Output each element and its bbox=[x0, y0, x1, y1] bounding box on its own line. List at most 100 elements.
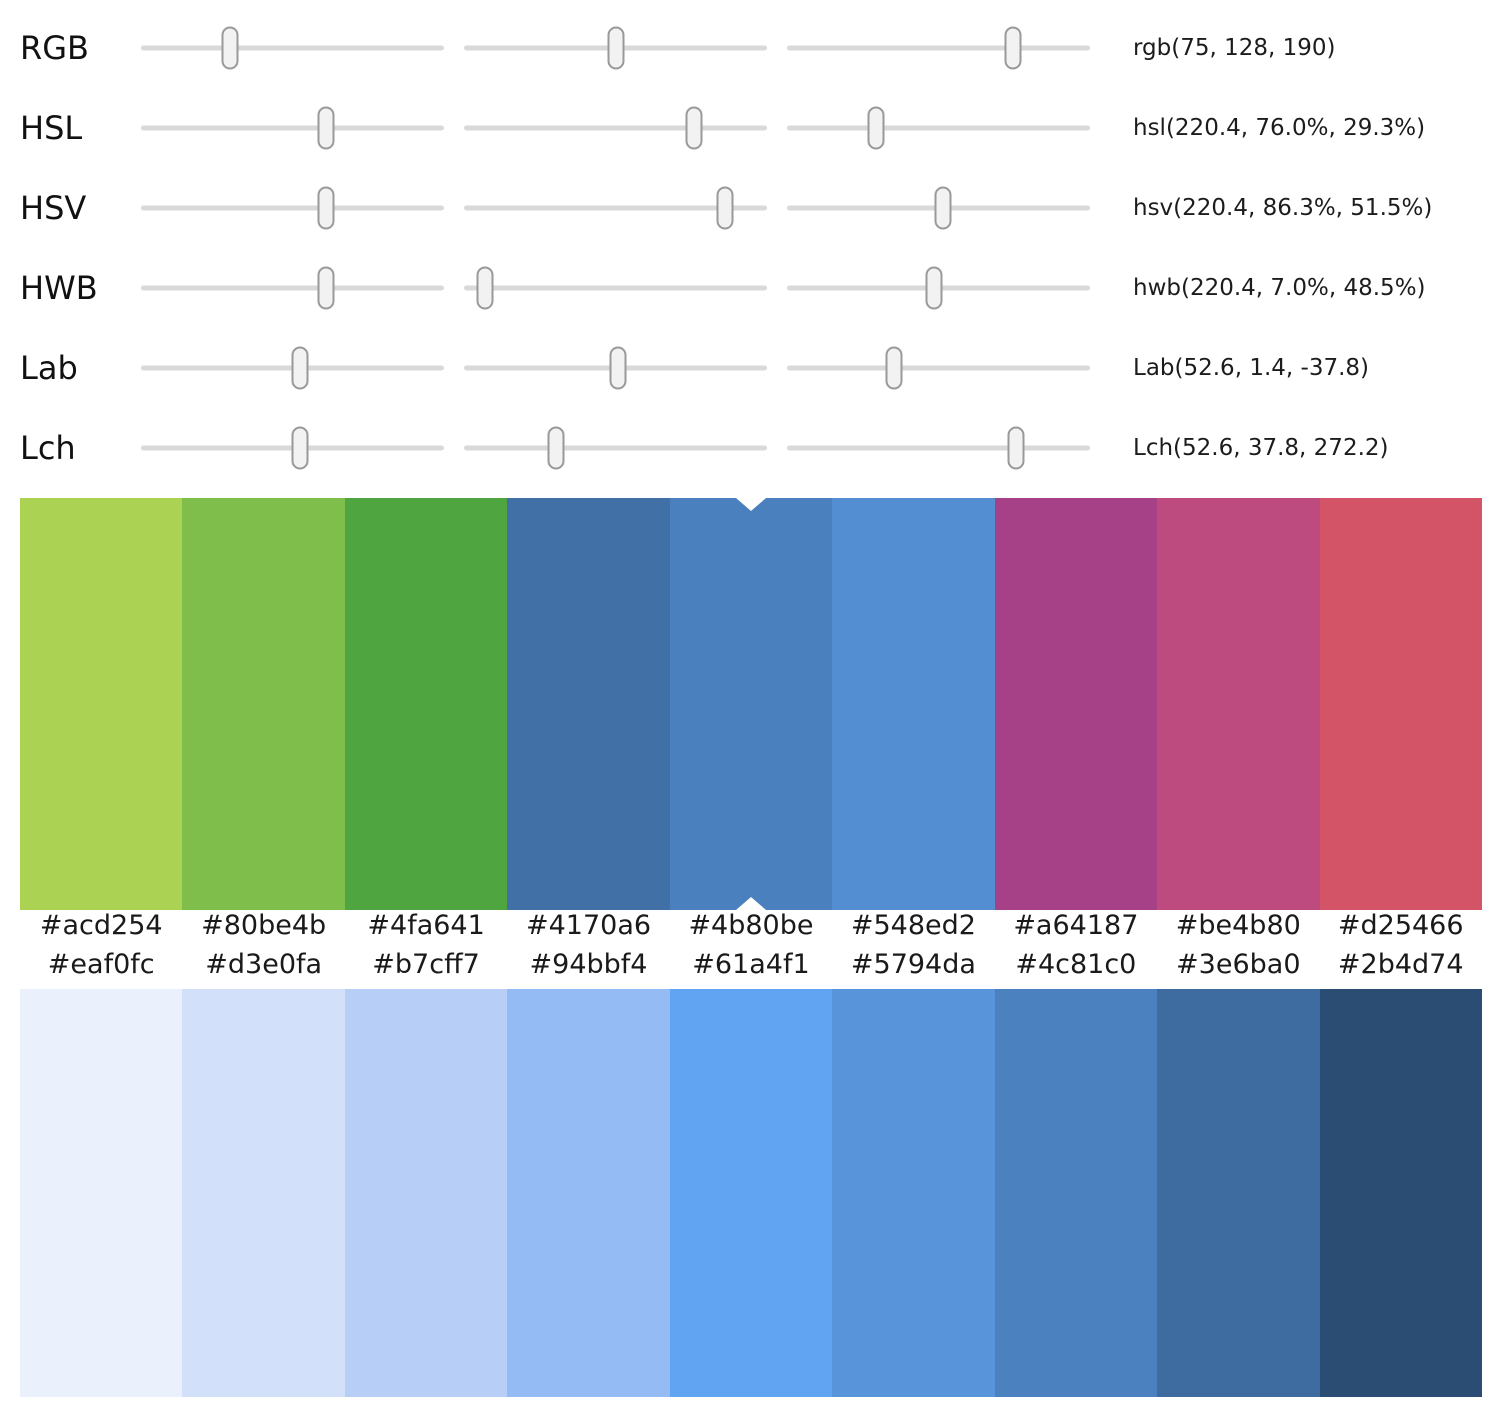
palette-swatch[interactable] bbox=[994, 989, 1158, 1397]
rgb-slider-track-1[interactable] bbox=[141, 18, 444, 78]
slider-panel: RGB rgb(75, 128, 190) HSL hsl(220.4, bbox=[0, 0, 1501, 488]
colorspace-label-lch: Lch bbox=[20, 429, 76, 467]
colorspace-label-lab: Lab bbox=[20, 349, 78, 387]
hex-label: #3e6ba0 bbox=[1176, 949, 1301, 980]
color-value-rgb: rgb(75, 128, 190) bbox=[1133, 35, 1336, 61]
palette-swatch[interactable] bbox=[1157, 498, 1320, 910]
palette-swatch[interactable] bbox=[669, 989, 833, 1397]
color-value-lab: Lab(52.6, 1.4, -37.8) bbox=[1133, 355, 1369, 381]
palette-swatch[interactable] bbox=[182, 989, 345, 1397]
hex-label: #80be4b bbox=[201, 909, 327, 941]
slider-thumb[interactable] bbox=[934, 186, 952, 230]
slider-track-line bbox=[464, 205, 767, 211]
palette-swatch[interactable] bbox=[832, 989, 995, 1397]
color-value-hsv: hsv(220.4, 86.3%, 51.5%) bbox=[1133, 195, 1433, 221]
hex-label: #4fa641 bbox=[367, 909, 485, 941]
tone-palette bbox=[20, 989, 1482, 1397]
slider-track-line bbox=[141, 205, 444, 211]
lab-slider-track-3[interactable] bbox=[787, 338, 1090, 398]
lch-slider-track-3[interactable] bbox=[787, 418, 1090, 478]
hwb-slider-track-2[interactable] bbox=[464, 258, 767, 318]
slider-thumb[interactable] bbox=[716, 186, 734, 230]
hsv-slider-track-1[interactable] bbox=[141, 178, 444, 238]
slider-thumb[interactable] bbox=[885, 346, 903, 390]
slider-track-line bbox=[464, 445, 767, 451]
slider-row-lch: Lch Lch(52.6, 37.8, 272.2) bbox=[0, 408, 1501, 488]
palette-swatch[interactable] bbox=[344, 989, 508, 1397]
hex-label: #d3e0fa bbox=[205, 949, 323, 980]
hsl-slider-track-2[interactable] bbox=[464, 98, 767, 158]
hsv-slider-track-3[interactable] bbox=[787, 178, 1090, 238]
palette-swatch[interactable] bbox=[20, 989, 183, 1397]
palette-swatch[interactable] bbox=[1319, 989, 1482, 1397]
rgb-slider-track-2[interactable] bbox=[464, 18, 767, 78]
colorspace-label-hsv: HSV bbox=[20, 189, 87, 227]
colorspace-label-hsl: HSL bbox=[20, 109, 83, 147]
palette-swatch[interactable] bbox=[344, 498, 508, 910]
hwb-slider-track-1[interactable] bbox=[141, 258, 444, 318]
slider-row-hsv: HSV hsv(220.4, 86.3%, 51.5%) bbox=[0, 168, 1501, 248]
hex-label: #eaf0fc bbox=[47, 949, 155, 980]
hue-palette-labels: #acd254 #80be4b #4fa641 #4170a6 #4b80be … bbox=[20, 909, 1482, 941]
slider-track-line bbox=[464, 285, 767, 291]
slider-track-line bbox=[141, 45, 444, 51]
slider-thumb[interactable] bbox=[1004, 26, 1022, 70]
slider-thumb[interactable] bbox=[221, 26, 239, 70]
palette-swatch[interactable] bbox=[1319, 498, 1482, 910]
slider-thumb[interactable] bbox=[291, 346, 309, 390]
color-value-hwb: hwb(220.4, 7.0%, 48.5%) bbox=[1133, 275, 1426, 301]
lch-slider-track-2[interactable] bbox=[464, 418, 767, 478]
hex-label: #4170a6 bbox=[526, 909, 652, 941]
color-value-hsl: hsl(220.4, 76.0%, 29.3%) bbox=[1133, 115, 1426, 141]
slider-thumb[interactable] bbox=[476, 266, 494, 310]
hex-label: #5794da bbox=[850, 949, 976, 980]
palette-swatch[interactable] bbox=[507, 498, 670, 910]
slider-thumb[interactable] bbox=[291, 426, 309, 470]
hwb-slider-track-3[interactable] bbox=[787, 258, 1090, 318]
palette-swatch[interactable] bbox=[994, 498, 1158, 910]
slider-thumb[interactable] bbox=[609, 346, 627, 390]
palette-swatch-selected[interactable] bbox=[669, 498, 833, 910]
hsl-slider-track-1[interactable] bbox=[141, 98, 444, 158]
hex-label: #acd254 bbox=[39, 909, 163, 941]
hex-label: #be4b80 bbox=[1175, 909, 1301, 941]
lch-slider-track-1[interactable] bbox=[141, 418, 444, 478]
slider-track-line bbox=[787, 445, 1090, 451]
palette-swatch[interactable] bbox=[20, 498, 183, 910]
slider-row-hwb: HWB hwb(220.4, 7.0%, 48.5%) bbox=[0, 248, 1501, 328]
colorspace-label-hwb: HWB bbox=[20, 269, 98, 307]
slider-thumb[interactable] bbox=[317, 186, 335, 230]
lab-slider-track-1[interactable] bbox=[141, 338, 444, 398]
slider-row-rgb: RGB rgb(75, 128, 190) bbox=[0, 8, 1501, 88]
palette-swatch[interactable] bbox=[1157, 989, 1320, 1397]
hue-palette bbox=[20, 498, 1482, 910]
hex-label: #2b4d74 bbox=[1337, 949, 1464, 980]
slider-thumb[interactable] bbox=[547, 426, 564, 470]
palette-swatch[interactable] bbox=[507, 989, 670, 1397]
palette-swatch[interactable] bbox=[182, 498, 345, 910]
hex-label: #b7cff7 bbox=[372, 949, 480, 980]
slider-thumb[interactable] bbox=[925, 266, 943, 310]
slider-thumb[interactable] bbox=[1007, 426, 1025, 470]
palette-swatch[interactable] bbox=[832, 498, 995, 910]
hex-label: #4c81c0 bbox=[1015, 949, 1137, 980]
slider-thumb[interactable] bbox=[867, 106, 885, 150]
slider-row-hsl: HSL hsl(220.4, 76.0%, 29.3%) bbox=[0, 88, 1501, 168]
slider-thumb[interactable] bbox=[317, 106, 335, 150]
tone-palette-labels: #eaf0fc #d3e0fa #b7cff7 #94bbf4 #61a4f1 … bbox=[20, 940, 1482, 989]
rgb-slider-track-3[interactable] bbox=[787, 18, 1090, 78]
slider-thumb[interactable] bbox=[607, 26, 625, 70]
colorspace-label-rgb: RGB bbox=[20, 29, 89, 67]
color-value-lch: Lch(52.6, 37.8, 272.2) bbox=[1133, 435, 1389, 461]
slider-thumb[interactable] bbox=[317, 266, 335, 310]
hex-label: #61a4f1 bbox=[692, 949, 810, 980]
slider-row-lab: Lab Lab(52.6, 1.4, -37.8) bbox=[0, 328, 1501, 408]
slider-track-line bbox=[787, 45, 1090, 51]
lab-slider-track-2[interactable] bbox=[464, 338, 767, 398]
slider-track-line bbox=[787, 365, 1090, 371]
hsv-slider-track-2[interactable] bbox=[464, 178, 767, 238]
hsl-slider-track-3[interactable] bbox=[787, 98, 1090, 158]
slider-track-line bbox=[141, 285, 444, 291]
slider-thumb[interactable] bbox=[685, 106, 703, 150]
hex-label: #94bbf4 bbox=[529, 949, 648, 980]
